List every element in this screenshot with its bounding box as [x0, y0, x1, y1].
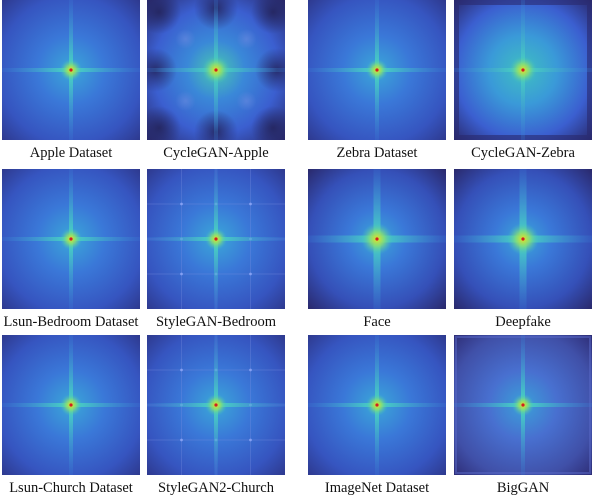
panel-caption: Zebra Dataset	[336, 145, 418, 161]
panel-caption: CycleGAN-Apple	[163, 145, 269, 161]
spectrum-image	[2, 335, 140, 475]
spectrum-image	[2, 0, 140, 140]
spectrum-image	[2, 169, 140, 309]
panel-caption: StyleGAN-Bedroom	[155, 314, 276, 330]
panel-caption: Lsun-Church Dataset	[9, 480, 133, 496]
panel-caption: BigGAN	[496, 480, 550, 496]
panel-caption: StyleGAN2-Church	[158, 480, 274, 496]
spectrum-svg	[454, 169, 592, 309]
spectrum-image	[308, 335, 446, 475]
spectrum-image	[147, 0, 285, 140]
spectrum-image	[308, 169, 446, 309]
spectrum-svg	[147, 0, 285, 140]
spectrum-image	[454, 0, 592, 140]
spectrum-image	[308, 0, 446, 140]
panel-caption: Face	[363, 314, 391, 330]
spectrum-image	[147, 335, 285, 475]
spectrum-svg	[308, 169, 446, 309]
spectrum-svg	[308, 335, 446, 475]
spectrum-svg	[308, 0, 446, 140]
spectrum-svg	[454, 0, 592, 140]
spectrum-svg	[147, 335, 285, 475]
spectrum-image	[454, 335, 592, 475]
spectrum-image	[454, 169, 592, 309]
panel-caption: Lsun-Bedroom Dataset	[3, 314, 139, 330]
spectrum-svg	[2, 335, 140, 475]
spectrum-svg	[2, 169, 140, 309]
spectrum-image	[147, 169, 285, 309]
spectrum-svg	[454, 335, 592, 475]
spectrum-svg	[2, 0, 140, 140]
panel-caption: Deepfake	[495, 314, 551, 330]
panel-caption: ImageNet Dataset	[324, 480, 430, 496]
panel-caption: CycleGAN-Zebra	[471, 145, 575, 161]
spectrum-svg	[147, 169, 285, 309]
panel-caption: Apple Dataset	[29, 145, 113, 161]
